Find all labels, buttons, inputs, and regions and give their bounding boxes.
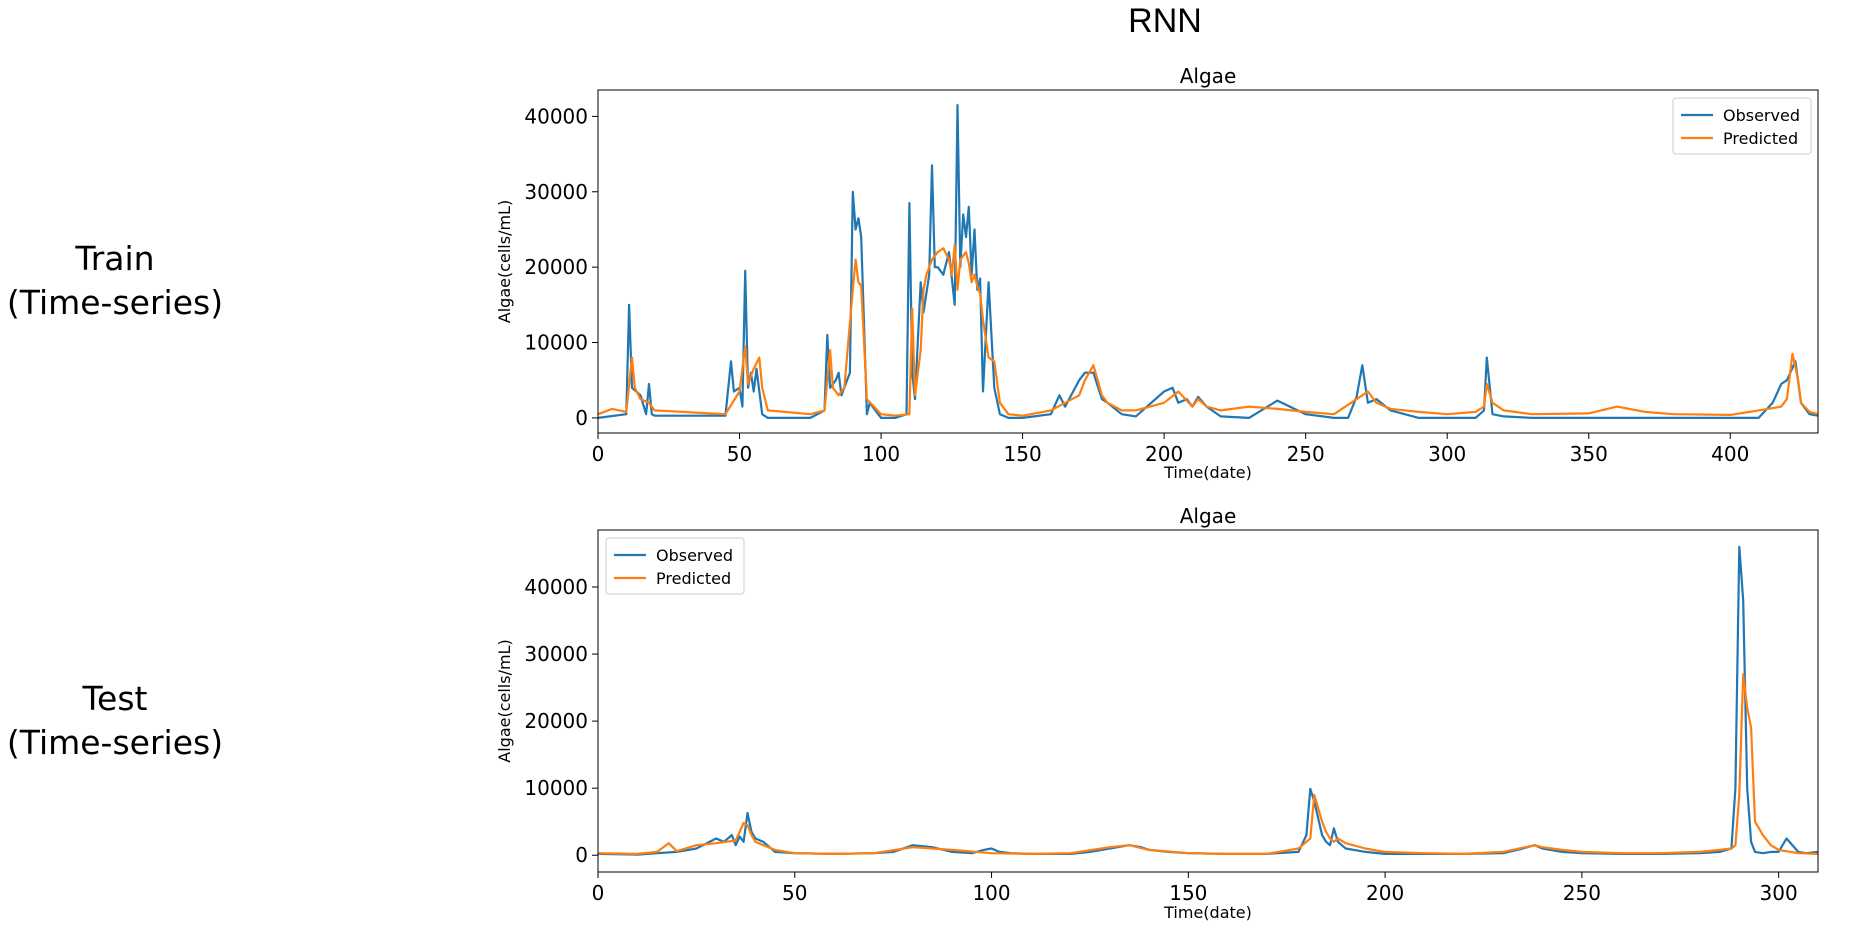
x-tick-label: 300 (1760, 881, 1798, 905)
x-tick-label: 250 (1287, 442, 1325, 466)
x-tick-label: 300 (1428, 442, 1466, 466)
chart-1: 0 50 100 150 200 250 300 0 10000 20000 30000 40000 A… (495, 504, 1819, 922)
y-axis-label: Algae(cells/mL) (495, 639, 514, 762)
x-tick-label: 200 (1366, 881, 1404, 905)
row-label-test-line1: Test (82, 679, 148, 718)
y-tick-label: 30000 (524, 642, 588, 666)
y-axis-label: Algae(cells/mL) (495, 200, 514, 323)
x-axis-label: Time(date) (1163, 463, 1252, 482)
plot-frame (597, 529, 1819, 873)
row-label-test: Test (Time-series) (0, 677, 230, 765)
legend-label-observed: Observed (1723, 106, 1800, 125)
legend-label-predicted: Predicted (1723, 129, 1798, 148)
y-tick-label: 40000 (524, 104, 588, 128)
page-title: RNN (1128, 2, 1202, 40)
legend-label-observed: Observed (656, 546, 733, 565)
x-tick-label: 150 (1004, 442, 1042, 466)
x-tick-label: 350 (1570, 442, 1608, 466)
legend: Observed Predicted (605, 537, 745, 595)
x-tick-label: 200 (1145, 442, 1183, 466)
row-label-train-line1: Train (75, 239, 155, 278)
series-line-predicted (598, 673, 1818, 856)
y-tick-label: 20000 (524, 255, 588, 279)
row-label-train-line2: (Time-series) (6, 283, 224, 322)
x-tick-label: 50 (727, 442, 752, 466)
x-tick-label: 400 (1711, 442, 1749, 466)
x-tick-label: 250 (1563, 881, 1601, 905)
y-tick-label: 10000 (524, 331, 588, 355)
y-tick-label: 40000 (524, 575, 588, 599)
x-tick-label: 0 (592, 442, 605, 466)
y-tick-label: 20000 (524, 709, 588, 733)
x-tick-label: 50 (782, 881, 807, 905)
x-tick-label: 0 (592, 881, 605, 905)
series-line-predicted (598, 243, 1818, 417)
legend: Observed Predicted (1672, 97, 1812, 155)
x-axis-label: Time(date) (1163, 903, 1252, 922)
chart-0: 0 50 100 150 200 250 300 350 400 0 10000 20000 30000… (495, 64, 1819, 482)
legend-label-predicted: Predicted (656, 569, 731, 588)
y-tick-label: 10000 (524, 776, 588, 800)
y-tick-label: 0 (575, 843, 588, 867)
legend-box (1672, 97, 1812, 155)
row-label-train: Train (Time-series) (0, 237, 230, 325)
y-tick-label: 0 (575, 406, 588, 430)
x-tick-label: 150 (1169, 881, 1207, 905)
chart-title: Algae (1180, 64, 1237, 88)
series-line-observed (598, 545, 1818, 856)
chart-title: Algae (1180, 504, 1237, 528)
series-line-observed (598, 103, 1818, 419)
y-tick-label: 30000 (524, 180, 588, 204)
x-tick-label: 100 (972, 881, 1010, 905)
row-label-test-line2: (Time-series) (6, 723, 224, 762)
legend-box (605, 537, 745, 595)
x-tick-label: 100 (862, 442, 900, 466)
plot-frame (597, 89, 1819, 434)
